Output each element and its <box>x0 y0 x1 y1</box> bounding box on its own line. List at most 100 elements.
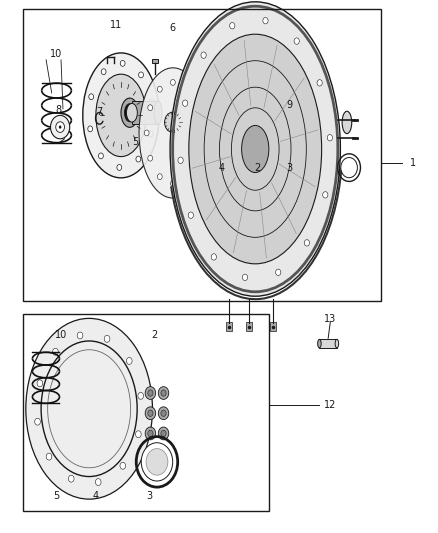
Circle shape <box>68 475 74 482</box>
Text: 8: 8 <box>55 104 61 115</box>
Text: 5: 5 <box>132 136 138 147</box>
Circle shape <box>59 125 61 128</box>
Circle shape <box>149 99 154 105</box>
Ellipse shape <box>124 104 135 122</box>
Bar <box>319 340 337 348</box>
Circle shape <box>263 18 268 24</box>
Circle shape <box>145 407 155 419</box>
Circle shape <box>317 79 322 86</box>
Text: 4: 4 <box>218 163 224 173</box>
Circle shape <box>230 22 235 29</box>
Circle shape <box>184 174 188 180</box>
Ellipse shape <box>335 340 339 348</box>
Ellipse shape <box>154 101 162 124</box>
Circle shape <box>145 427 155 440</box>
Circle shape <box>88 126 92 132</box>
Text: 13: 13 <box>324 313 336 324</box>
Text: 3: 3 <box>146 491 152 502</box>
Circle shape <box>144 130 149 136</box>
Circle shape <box>188 212 194 219</box>
Bar <box>226 322 232 331</box>
Bar <box>246 322 252 331</box>
Circle shape <box>193 155 198 161</box>
Ellipse shape <box>189 34 321 264</box>
Circle shape <box>53 348 58 355</box>
Circle shape <box>178 157 183 164</box>
Ellipse shape <box>26 318 152 499</box>
Text: 10: 10 <box>55 330 67 340</box>
Ellipse shape <box>83 53 159 178</box>
Circle shape <box>170 79 175 85</box>
Circle shape <box>158 386 169 399</box>
Ellipse shape <box>96 74 146 157</box>
Ellipse shape <box>342 111 352 134</box>
Ellipse shape <box>141 443 173 481</box>
Circle shape <box>135 431 141 438</box>
Circle shape <box>161 390 166 396</box>
Ellipse shape <box>242 125 269 173</box>
Ellipse shape <box>165 112 181 132</box>
Text: 2: 2 <box>254 163 260 173</box>
Ellipse shape <box>341 158 357 177</box>
Circle shape <box>136 156 141 162</box>
Circle shape <box>127 358 132 365</box>
Circle shape <box>323 192 328 198</box>
Bar <box>22 314 269 511</box>
Circle shape <box>56 122 64 132</box>
Circle shape <box>148 430 153 437</box>
Circle shape <box>148 410 153 416</box>
Circle shape <box>46 453 52 460</box>
Circle shape <box>157 174 162 180</box>
Text: 11: 11 <box>110 20 122 30</box>
Text: 10: 10 <box>50 49 63 59</box>
Circle shape <box>89 94 94 100</box>
Bar <box>132 101 158 124</box>
Bar <box>152 59 158 63</box>
Circle shape <box>95 479 101 486</box>
Text: 5: 5 <box>53 491 59 502</box>
Bar <box>270 322 276 331</box>
Circle shape <box>158 427 169 440</box>
Circle shape <box>158 407 169 419</box>
Ellipse shape <box>318 340 321 348</box>
Circle shape <box>148 131 153 137</box>
Circle shape <box>35 418 40 425</box>
Circle shape <box>145 386 155 399</box>
Circle shape <box>197 130 201 136</box>
Circle shape <box>294 38 299 44</box>
Circle shape <box>139 72 143 78</box>
Circle shape <box>117 165 122 171</box>
Ellipse shape <box>146 449 168 475</box>
Circle shape <box>201 52 206 58</box>
Circle shape <box>184 86 188 92</box>
Circle shape <box>104 335 110 342</box>
Circle shape <box>37 380 43 387</box>
Ellipse shape <box>121 98 138 127</box>
Ellipse shape <box>127 103 138 122</box>
Circle shape <box>157 86 162 92</box>
Circle shape <box>327 134 332 141</box>
Circle shape <box>148 390 153 396</box>
Circle shape <box>170 181 175 187</box>
Text: 1: 1 <box>410 158 417 168</box>
Circle shape <box>242 274 247 280</box>
Circle shape <box>148 105 152 111</box>
Circle shape <box>304 240 310 246</box>
Ellipse shape <box>139 68 207 198</box>
Circle shape <box>211 254 216 260</box>
Circle shape <box>183 100 188 107</box>
Text: 3: 3 <box>286 163 292 173</box>
Text: 12: 12 <box>324 400 336 410</box>
Text: 6: 6 <box>170 23 176 33</box>
Bar <box>22 9 381 301</box>
Circle shape <box>148 155 152 161</box>
Circle shape <box>101 69 106 75</box>
Text: 9: 9 <box>286 100 292 110</box>
Text: 7: 7 <box>96 108 102 117</box>
Circle shape <box>193 105 198 111</box>
Circle shape <box>138 392 144 399</box>
Circle shape <box>50 115 70 139</box>
Circle shape <box>161 410 166 416</box>
Circle shape <box>120 60 125 66</box>
Text: 4: 4 <box>92 491 99 502</box>
